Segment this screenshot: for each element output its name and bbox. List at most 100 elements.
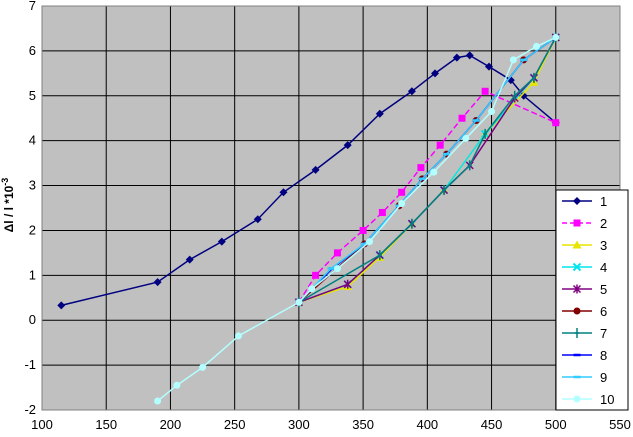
data-point bbox=[308, 285, 316, 293]
data-point bbox=[533, 42, 541, 50]
data-point bbox=[458, 114, 466, 122]
data-point bbox=[57, 301, 66, 310]
data-point bbox=[359, 226, 367, 234]
legend-item: 7 bbox=[562, 326, 607, 341]
data-point bbox=[462, 134, 470, 142]
data-point bbox=[481, 87, 489, 95]
data-point bbox=[153, 278, 162, 287]
data-point bbox=[311, 165, 320, 174]
y-tick-label: 6 bbox=[29, 43, 36, 58]
data-point bbox=[512, 90, 517, 101]
x-tick-label: 550 bbox=[609, 417, 631, 432]
data-point bbox=[531, 72, 536, 83]
legend-label: 2 bbox=[600, 216, 607, 231]
y-tick-label: -2 bbox=[24, 402, 36, 417]
legend-marker bbox=[572, 284, 582, 294]
x-tick-label: 350 bbox=[352, 417, 374, 432]
legend-box bbox=[555, 189, 629, 411]
legend-marker bbox=[573, 307, 581, 315]
y-tick-labels: -2 -1 0 1 2 3 4 5 6 7 bbox=[24, 0, 36, 417]
data-point bbox=[217, 237, 226, 246]
data-point bbox=[333, 249, 341, 257]
legend-marker bbox=[572, 240, 582, 249]
legend-label: 7 bbox=[600, 326, 607, 341]
legend-item: 6 bbox=[562, 304, 607, 319]
legend-marker bbox=[573, 395, 581, 403]
legend-item: 1 bbox=[562, 194, 607, 209]
legend-label: 4 bbox=[600, 260, 607, 275]
legend-item: 4 bbox=[562, 260, 607, 275]
data-point bbox=[483, 128, 488, 139]
data-point bbox=[312, 271, 320, 279]
y-axis-label: Δl / l *10-3 bbox=[0, 178, 16, 233]
y-tick-label: 5 bbox=[29, 88, 36, 103]
legend-label: 9 bbox=[600, 370, 607, 385]
x-tick-label: 400 bbox=[416, 417, 438, 432]
y-tick-label: 0 bbox=[29, 312, 36, 327]
y-tick-label: 1 bbox=[29, 267, 36, 282]
series-10 bbox=[154, 33, 560, 405]
data-point bbox=[452, 53, 461, 62]
data-point bbox=[407, 87, 416, 96]
x-tick-label: 450 bbox=[481, 417, 503, 432]
plot-area bbox=[42, 6, 620, 410]
data-point bbox=[333, 265, 341, 273]
data-point bbox=[343, 141, 352, 150]
legend-item: 8 bbox=[562, 348, 607, 363]
data-point bbox=[552, 119, 560, 127]
legend-label: 8 bbox=[600, 348, 607, 363]
data-point bbox=[509, 56, 517, 64]
data-point bbox=[295, 298, 303, 306]
data-point bbox=[442, 185, 447, 196]
legend-marker bbox=[573, 197, 581, 205]
legend-label: 3 bbox=[600, 238, 607, 253]
x-tick-label: 300 bbox=[288, 417, 310, 432]
y-tick-label: 2 bbox=[29, 222, 36, 237]
data-point bbox=[343, 279, 352, 289]
data-point bbox=[235, 332, 243, 340]
data-point bbox=[398, 200, 406, 208]
x-tick-label: 100 bbox=[31, 417, 53, 432]
data-point bbox=[377, 250, 382, 261]
data-point bbox=[488, 107, 496, 115]
x-tick-labels: 100 150 200 250 300 350 400 450 500 550 bbox=[31, 417, 631, 432]
data-point bbox=[375, 109, 384, 118]
data-point bbox=[409, 218, 414, 229]
legend-marker bbox=[573, 219, 581, 227]
legend-label: 10 bbox=[600, 392, 614, 407]
data-point bbox=[484, 62, 493, 71]
data-point bbox=[378, 208, 386, 216]
legend-label: 5 bbox=[600, 282, 607, 297]
x-tick-label: 250 bbox=[224, 417, 246, 432]
legend-item: 5 bbox=[562, 282, 607, 297]
legend-marker bbox=[575, 328, 579, 338]
legend-label: 1 bbox=[600, 194, 607, 209]
legend-marker bbox=[572, 262, 582, 272]
data-point bbox=[431, 69, 440, 78]
data-point bbox=[199, 363, 207, 371]
data-point bbox=[154, 397, 162, 405]
data-point bbox=[185, 255, 194, 264]
legend-label: 6 bbox=[600, 304, 607, 319]
data-point bbox=[253, 215, 262, 224]
y-tick-label: 3 bbox=[29, 178, 36, 193]
data-point bbox=[417, 164, 425, 172]
y-tick-label: 4 bbox=[29, 133, 36, 148]
y-tick-label: 7 bbox=[29, 0, 36, 13]
data-point bbox=[366, 238, 374, 246]
x-tick-label: 150 bbox=[95, 417, 117, 432]
data-point bbox=[552, 33, 560, 41]
data-point bbox=[467, 160, 472, 171]
data-point bbox=[519, 91, 528, 100]
data-point bbox=[436, 141, 444, 149]
x-tick-label: 500 bbox=[545, 417, 567, 432]
data-point bbox=[430, 168, 438, 176]
legend-item: 2 bbox=[562, 216, 607, 231]
data-point bbox=[173, 381, 181, 389]
data-point bbox=[398, 188, 406, 196]
legend-item: 10 bbox=[562, 392, 614, 407]
data-point bbox=[279, 188, 288, 197]
series-layer bbox=[57, 32, 561, 405]
legend-item: 9 bbox=[562, 370, 607, 385]
